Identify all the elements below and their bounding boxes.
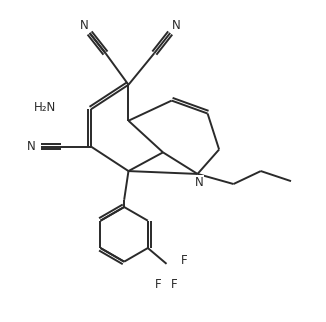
- Text: F: F: [170, 278, 177, 291]
- Text: N: N: [80, 19, 88, 32]
- Text: N: N: [27, 140, 36, 153]
- Text: N: N: [195, 176, 203, 189]
- Text: H₂N: H₂N: [34, 101, 56, 114]
- Text: N: N: [171, 19, 180, 32]
- Text: F: F: [155, 278, 161, 291]
- Text: F: F: [181, 254, 188, 268]
